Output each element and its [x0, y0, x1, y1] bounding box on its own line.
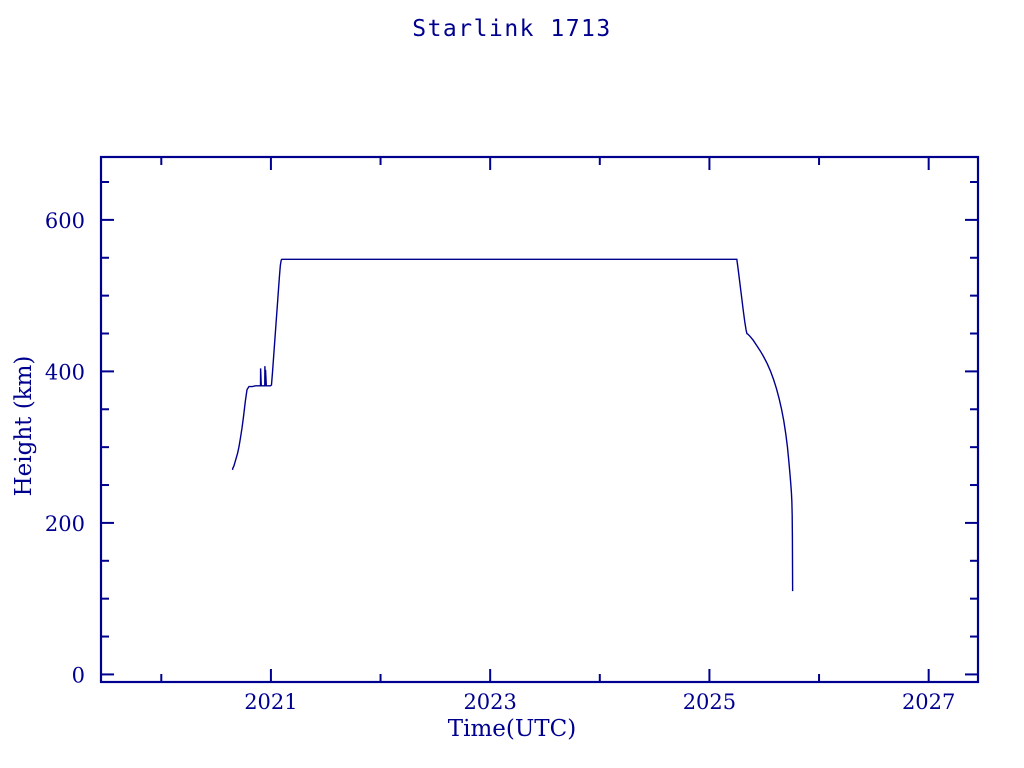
x-axis-ticklabels: 2021 2023 2025 2027	[244, 690, 955, 714]
page-title: Starlink 1713	[412, 16, 612, 42]
y-axis-ticks	[101, 181, 978, 676]
x-axis-ticks	[160, 157, 930, 682]
x-tick-label: 2021	[244, 690, 297, 714]
y-tick-label: 600	[45, 209, 85, 233]
data-series-height	[231, 258, 794, 592]
x-tick-label: 2023	[463, 690, 516, 714]
x-tick-label: 2025	[683, 690, 736, 714]
y-tick-label: 200	[45, 512, 85, 536]
x-axis-label: Time(UTC)	[447, 716, 577, 742]
y-tick-label: 0	[72, 663, 85, 687]
series-line	[231, 258, 794, 592]
x-tick-label: 2027	[902, 690, 955, 714]
y-tick-label: 400	[45, 360, 85, 384]
y-axis-ticklabels: 0 200 400 600	[45, 209, 85, 688]
plot-frame	[99, 155, 980, 684]
